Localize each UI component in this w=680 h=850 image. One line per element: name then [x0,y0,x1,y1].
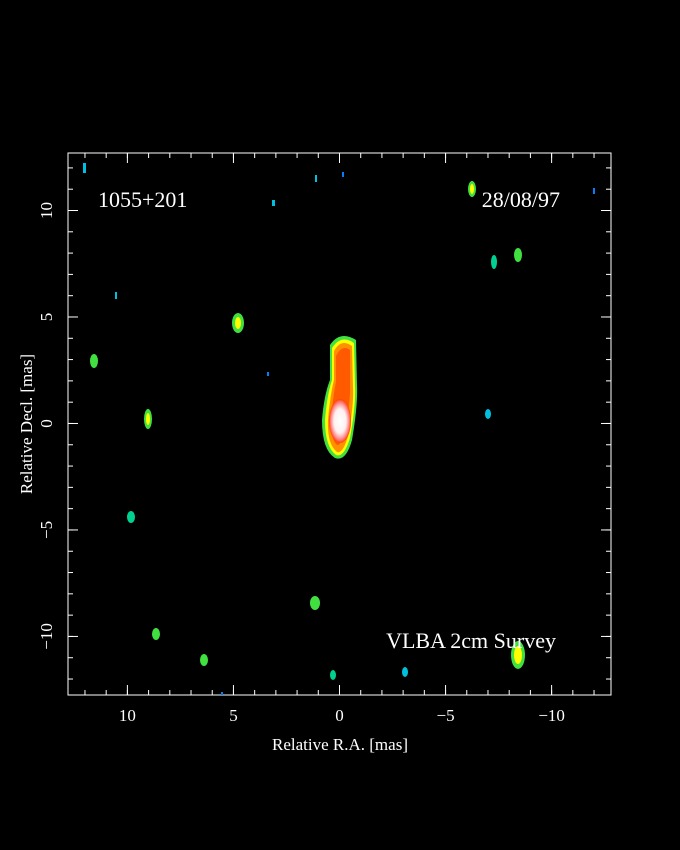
y-tick-label: −10 [37,623,56,650]
y-tick-label: 10 [37,202,56,219]
x-tick-label: 10 [119,706,136,725]
y-tick-label: 5 [37,313,56,322]
x-axis-label: Relative R.A. [mas] [272,735,408,754]
x-tick-label: −10 [538,706,565,725]
noise-components [83,163,595,695]
survey-label: VLBA 2cm Survey [386,628,556,653]
y-axis-label: Relative Decl. [mas] [17,354,36,494]
source-label: 1055+201 [98,187,187,212]
y-tick-label: 0 [37,419,56,428]
date-label: 28/08/97 [482,187,560,212]
x-tick-label: 5 [229,706,238,725]
x-tick-label: −5 [437,706,455,725]
y-tick-label: −5 [37,521,56,539]
jet [322,336,358,459]
x-tick-label: 0 [335,706,344,725]
